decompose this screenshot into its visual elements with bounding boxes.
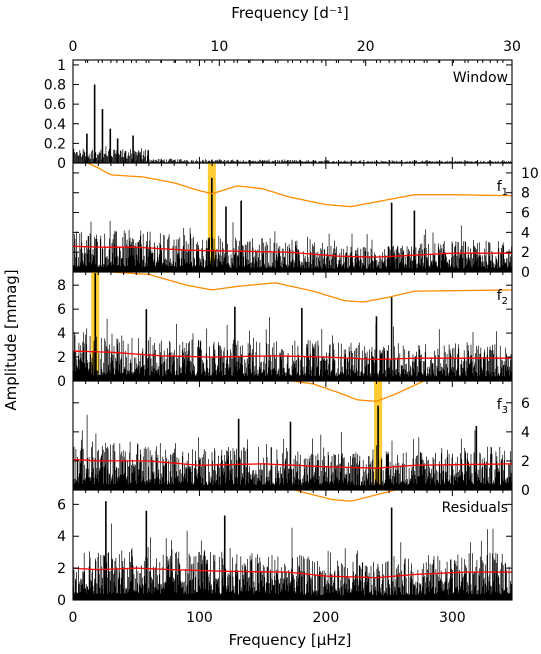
panel-label: f2 bbox=[497, 288, 508, 307]
y-tick-label: 0.4 bbox=[44, 117, 66, 133]
noise-level-line bbox=[72, 350, 512, 361]
noise-level-line bbox=[72, 567, 512, 579]
amplitude-spectrum bbox=[72, 317, 513, 381]
significance-line bbox=[291, 490, 399, 502]
panel-frame bbox=[72, 489, 513, 601]
y-tick-label: 1 bbox=[57, 58, 66, 74]
y-tick-label: 2 bbox=[57, 561, 66, 577]
y-tick-label: 4 bbox=[521, 225, 530, 241]
panel-f2: 0 2 4 6 8 f2 bbox=[57, 271, 513, 390]
panel-f3: 0 2 4 6 f3 bbox=[72, 380, 530, 499]
top-tick-label: 20 bbox=[357, 39, 375, 55]
top-axis-label: Frequency [d⁻¹] bbox=[231, 4, 348, 22]
y-tick-label: 0 bbox=[521, 265, 530, 281]
amplitude-spectrum bbox=[72, 220, 513, 272]
top-tick-label: 30 bbox=[503, 39, 521, 55]
significance-line bbox=[85, 163, 512, 208]
amplitude-spectrum bbox=[72, 146, 513, 163]
y-tick-label: 2 bbox=[521, 245, 530, 261]
y-tick-label: 6 bbox=[521, 206, 530, 222]
y-tick-label: 0 bbox=[57, 593, 66, 609]
amplitude-spectrum bbox=[72, 523, 513, 600]
bottom-tick-label: 100 bbox=[186, 610, 213, 626]
panel-label: f1 bbox=[497, 179, 508, 198]
y-tick-label: 0 bbox=[521, 483, 530, 499]
top-tick-label: 0 bbox=[69, 39, 78, 55]
y-tick-label: 6 bbox=[57, 497, 66, 513]
amplitude-spectrum bbox=[72, 414, 513, 490]
y-tick-label: 6 bbox=[521, 396, 530, 412]
y-tick-label: 4 bbox=[521, 425, 530, 441]
y-tick-label: 6 bbox=[57, 302, 66, 318]
y-tick-label: 0.6 bbox=[44, 97, 66, 113]
y-tick-label: 4 bbox=[57, 529, 66, 545]
bottom-axis-label: Frequency [μHz] bbox=[229, 631, 352, 649]
y-tick-label: 4 bbox=[57, 326, 66, 342]
noise-level-line bbox=[72, 245, 512, 258]
y-tick-label: 0.8 bbox=[44, 78, 66, 94]
y-tick-label: 8 bbox=[57, 278, 66, 294]
y-tick-label: 0.2 bbox=[44, 136, 66, 152]
panel-label: Window bbox=[453, 70, 508, 86]
significance-line bbox=[287, 381, 426, 402]
y-tick-label: 2 bbox=[57, 350, 66, 366]
panel-label: Residuals bbox=[442, 500, 508, 516]
panel-f1: 0 2 4 6 8 10 f1 bbox=[72, 162, 539, 281]
top-tick-label: 10 bbox=[210, 39, 228, 55]
bottom-tick-label: 0 bbox=[69, 610, 78, 626]
panel-residuals: 0 2 4 6 Residuals bbox=[57, 489, 513, 609]
significance-line bbox=[100, 272, 512, 303]
y-axis-label: Amplitude [mmag] bbox=[2, 269, 20, 410]
y-tick-label: 8 bbox=[521, 186, 530, 202]
bottom-tick-label: 300 bbox=[439, 610, 466, 626]
y-tick-label: 2 bbox=[521, 454, 530, 470]
bottom-tick-label: 200 bbox=[313, 610, 340, 626]
panel-window: 0 0.2 0.4 0.6 0.8 1 Window bbox=[44, 58, 513, 172]
y-tick-label: 0 bbox=[57, 374, 66, 390]
noise-level-line bbox=[72, 458, 513, 469]
panel-frame bbox=[72, 59, 513, 164]
y-tick-label: 0 bbox=[57, 156, 66, 172]
panel-label: f3 bbox=[497, 397, 508, 416]
y-tick-label: 10 bbox=[521, 166, 539, 182]
